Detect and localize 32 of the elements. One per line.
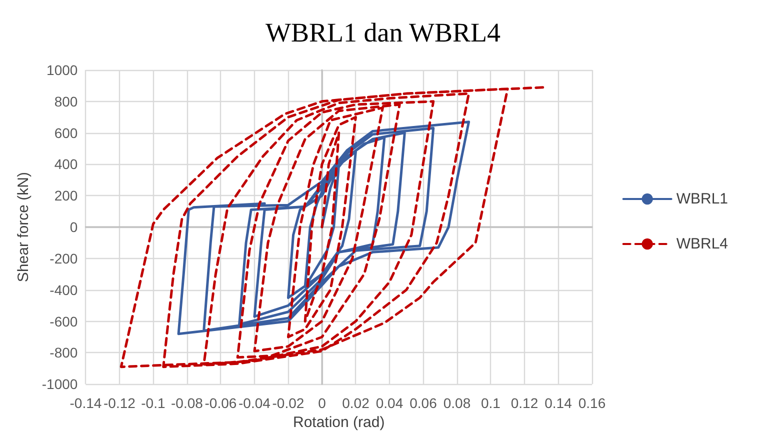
x-tick-label: 0.02 (342, 395, 370, 412)
x-tick-label: -0.14 (70, 395, 102, 412)
y-tick-label: 1000 (46, 62, 78, 78)
x-tick-label: 0.16 (578, 395, 606, 412)
legend-label: WBRL1 (676, 190, 728, 208)
x-axis-title: Rotation (rad) (292, 414, 385, 431)
y-tick-label: 0 (70, 219, 78, 236)
y-tick-label: 200 (54, 188, 78, 204)
x-tick-label: -0.12 (104, 395, 136, 412)
x-tick-label: -0.02 (272, 395, 304, 412)
y-tick-label: -800 (50, 344, 78, 361)
x-tick-label: -0.06 (204, 395, 237, 412)
x-tick-label: -0.1 (141, 395, 166, 412)
x-tick-label: 0 (318, 395, 326, 412)
y-tick-label: 400 (54, 156, 78, 172)
legend-label: WBRL4 (676, 236, 728, 252)
chart-title: WBRL1 dan WBRL4 (266, 18, 501, 48)
y-tick-label: -600 (50, 313, 78, 330)
y-tick-label: -200 (50, 250, 78, 266)
x-tick-label: 0.12 (510, 395, 538, 412)
y-tick-label: 600 (54, 124, 78, 141)
x-tick-label: 0.1 (481, 395, 501, 412)
y-tick-label: 800 (54, 93, 78, 110)
x-tick-label: 0.04 (376, 395, 404, 412)
x-tick-label: 0.08 (443, 395, 471, 412)
x-tick-label: -0.04 (238, 395, 271, 412)
y-tick-label: -400 (50, 282, 78, 298)
x-tick-label: 0.14 (544, 395, 572, 412)
x-tick-label: 0.06 (410, 395, 438, 412)
y-axis-title: Shear force (kN) (15, 172, 32, 282)
x-tick-label: -0.08 (171, 395, 204, 412)
y-tick-label: -1000 (42, 376, 78, 392)
